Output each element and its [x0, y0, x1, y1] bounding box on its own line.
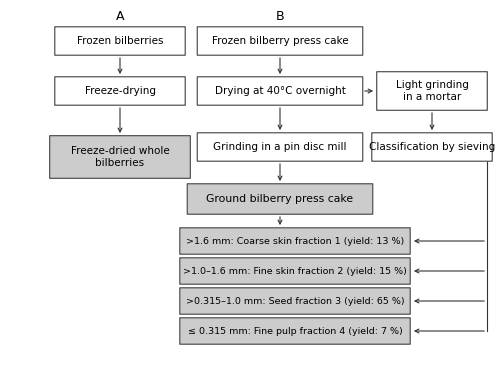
FancyBboxPatch shape — [372, 133, 492, 161]
Text: A: A — [116, 10, 124, 24]
Text: >0.315–1.0 mm: Seed fraction 3 (yield: 65 %): >0.315–1.0 mm: Seed fraction 3 (yield: 6… — [186, 297, 404, 306]
Text: B: B — [276, 10, 284, 24]
FancyBboxPatch shape — [55, 77, 185, 105]
FancyBboxPatch shape — [55, 27, 185, 55]
Text: >1.6 mm: Coarse skin fraction 1 (yield: 13 %): >1.6 mm: Coarse skin fraction 1 (yield: … — [186, 237, 404, 245]
FancyBboxPatch shape — [180, 258, 410, 284]
FancyBboxPatch shape — [198, 77, 362, 105]
FancyBboxPatch shape — [180, 288, 410, 314]
Text: Classification by sieving: Classification by sieving — [369, 142, 495, 152]
Text: Ground bilberry press cake: Ground bilberry press cake — [206, 194, 354, 204]
FancyBboxPatch shape — [198, 133, 362, 161]
Text: ≤ 0.315 mm: Fine pulp fraction 4 (yield: 7 %): ≤ 0.315 mm: Fine pulp fraction 4 (yield:… — [188, 327, 402, 335]
FancyBboxPatch shape — [180, 318, 410, 344]
Text: Light grinding
in a mortar: Light grinding in a mortar — [396, 80, 468, 103]
FancyBboxPatch shape — [180, 228, 410, 254]
Text: Frozen bilberries: Frozen bilberries — [77, 36, 163, 46]
Text: Drying at 40°C overnight: Drying at 40°C overnight — [214, 86, 346, 96]
Text: Freeze-dried whole
bilberries: Freeze-dried whole bilberries — [70, 146, 170, 168]
Text: Freeze-drying: Freeze-drying — [84, 86, 156, 96]
FancyBboxPatch shape — [198, 27, 362, 55]
Text: Frozen bilberry press cake: Frozen bilberry press cake — [212, 36, 348, 46]
Text: >1.0–1.6 mm: Fine skin fraction 2 (yield: 15 %): >1.0–1.6 mm: Fine skin fraction 2 (yield… — [183, 266, 407, 276]
FancyBboxPatch shape — [188, 184, 372, 214]
Text: Grinding in a pin disc mill: Grinding in a pin disc mill — [213, 142, 347, 152]
FancyBboxPatch shape — [50, 136, 190, 178]
FancyBboxPatch shape — [376, 72, 488, 110]
